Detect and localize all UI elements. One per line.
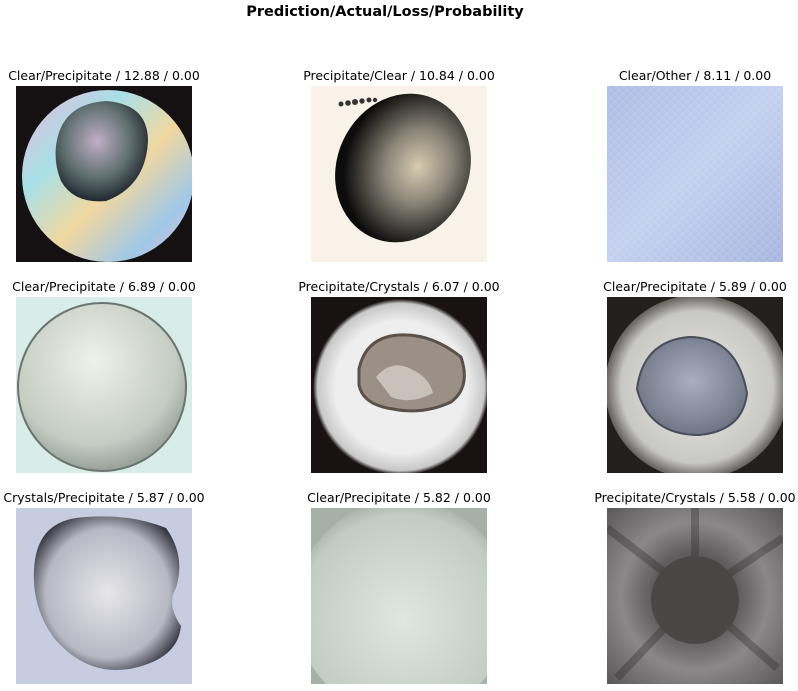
panel-image: [311, 297, 487, 473]
panel-image: [311, 508, 487, 684]
panel-title: Clear/Precipitate / 5.82 / 0.00: [307, 490, 491, 505]
panel-image: [607, 297, 783, 473]
panel-image: [607, 508, 783, 684]
panel-title: Precipitate/Clear / 10.84 / 0.00: [303, 68, 495, 83]
panel-title: Clear/Precipitate / 5.89 / 0.00: [603, 279, 787, 294]
panel-image: [607, 86, 783, 262]
panel-title: Clear/Precipitate / 6.89 / 0.00: [12, 279, 196, 294]
panel-image: [16, 508, 192, 684]
panel-image: [311, 86, 487, 262]
figure-title: Prediction/Actual/Loss/Probability: [246, 4, 524, 20]
panel-image: [16, 297, 192, 473]
panel-title: Crystals/Precipitate / 5.87 / 0.00: [3, 490, 205, 505]
panel-title: Precipitate/Crystals / 6.07 / 0.00: [298, 279, 500, 294]
panel-image: [16, 86, 192, 262]
panel-title: Precipitate/Crystals / 5.58 / 0.00: [594, 490, 796, 505]
panel-title: Clear/Precipitate / 12.88 / 0.00: [8, 68, 200, 83]
panel-title: Clear/Other / 8.11 / 0.00: [618, 68, 772, 83]
